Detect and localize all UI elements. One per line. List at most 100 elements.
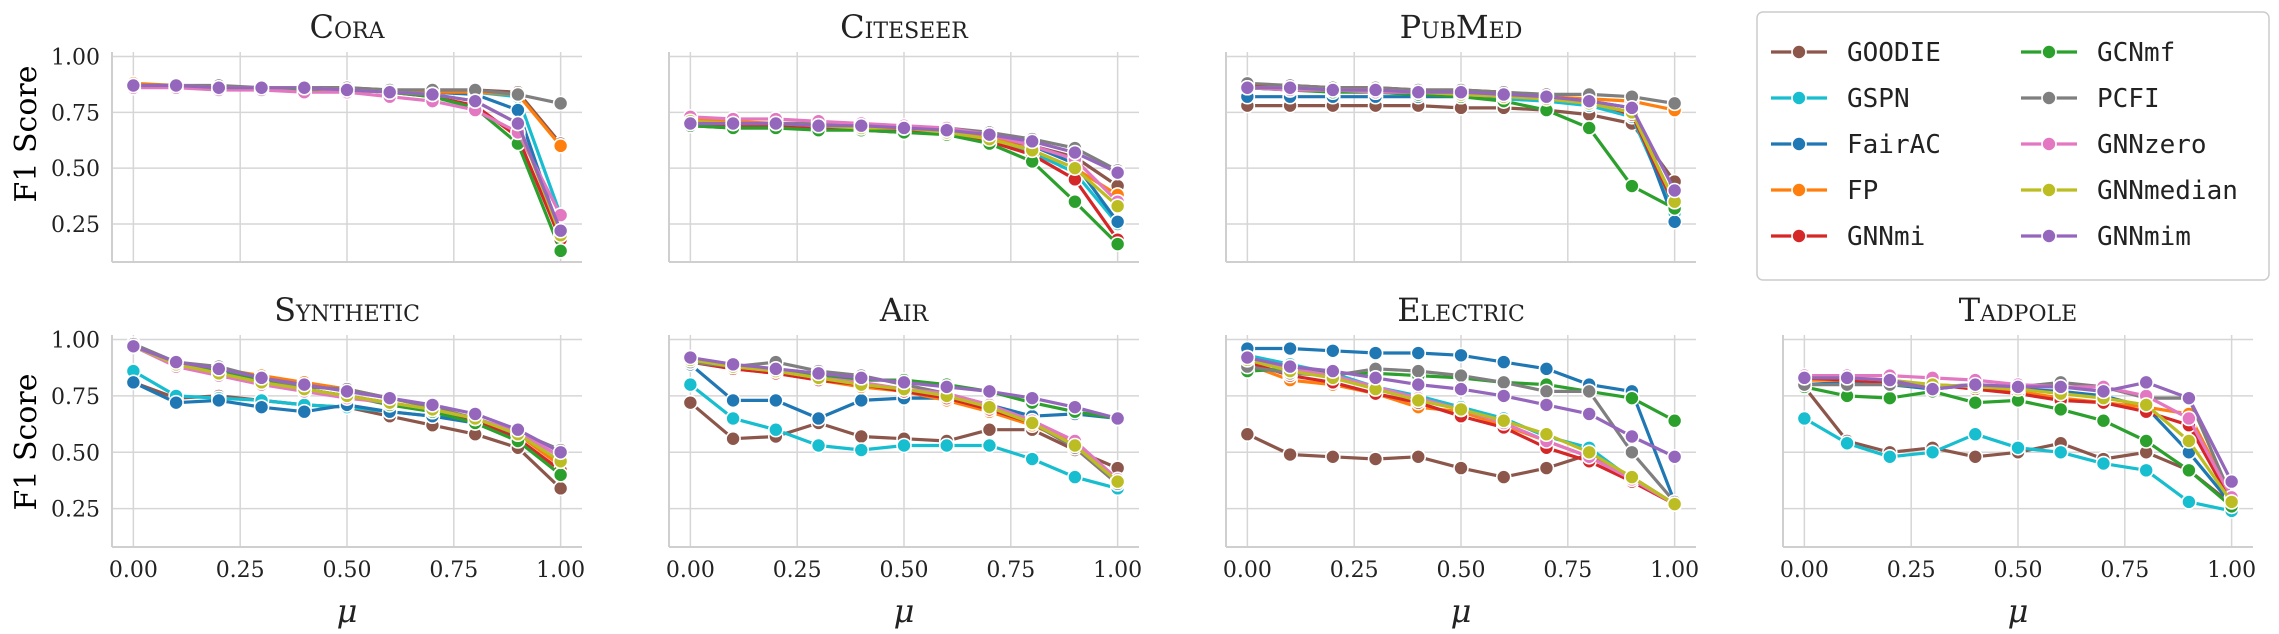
data-point	[1581, 120, 1597, 136]
panel-title: Tadpole	[1959, 291, 2077, 329]
data-point	[1967, 394, 1984, 411]
legend: GOODIE GSPN FairAC FP GNNmi GCNmf PCFI GNNzero G…	[1756, 11, 2270, 281]
x-tick-label: 1.00	[1650, 558, 1699, 583]
legend-label: GCNmf	[2097, 38, 2175, 68]
legend-label: GSPN	[1847, 84, 1910, 114]
data-point	[1109, 213, 1126, 230]
data-point	[1624, 428, 1640, 445]
y-axis-label-bottom: F1 Score	[9, 374, 44, 511]
data-point	[211, 361, 227, 377]
data-point	[1067, 399, 1083, 415]
data-point	[510, 115, 526, 132]
data-point	[1666, 95, 1683, 112]
panel-title: Synthetic	[274, 291, 420, 329]
data-point	[853, 392, 870, 409]
panel-air: Air 0.00 0.25 0.50 0.75 1.00 μ	[666, 291, 1142, 630]
data-point	[938, 437, 955, 454]
data-point	[1367, 370, 1384, 386]
data-point	[2181, 494, 2197, 510]
data-point	[1453, 401, 1469, 418]
data-point	[1495, 469, 1512, 485]
data-point	[339, 82, 355, 98]
data-point	[1495, 86, 1512, 103]
data-point	[2138, 433, 2154, 449]
data-point	[552, 95, 569, 112]
data-point	[725, 356, 741, 373]
data-point	[1367, 82, 1384, 98]
panel-tadpole: Tadpole 0.00 0.25 0.50 0.75 1.00 μ	[1780, 291, 2256, 630]
data-point	[1839, 370, 1855, 386]
data-point	[1410, 448, 1427, 465]
data-point	[1666, 182, 1683, 199]
data-point	[1109, 410, 1126, 427]
legend-entry-gnnzero: GNNzero	[2021, 130, 2207, 160]
data-point	[1538, 397, 1555, 413]
data-point	[1666, 448, 1683, 465]
legend-label: GNNmedian	[2097, 176, 2238, 206]
data-point	[552, 444, 569, 461]
legend-entry-goodie: GOODIE	[1771, 38, 1941, 68]
data-point	[125, 77, 142, 94]
data-point	[1495, 412, 1512, 429]
data-point	[2223, 494, 2240, 510]
data-point	[2010, 439, 2026, 456]
data-point	[1239, 426, 1256, 443]
x-axis-label: μ	[894, 592, 915, 630]
x-tick-label: 0.50	[1437, 558, 1486, 583]
data-point	[1282, 79, 1298, 96]
data-point	[725, 115, 741, 132]
legend-label: GNNmi	[1847, 222, 1925, 252]
data-point	[1067, 160, 1083, 176]
x-axis-label: μ	[1451, 592, 1472, 630]
data-point	[552, 467, 569, 483]
data-point	[1410, 345, 1427, 361]
data-point	[981, 421, 998, 438]
data-point	[2181, 462, 2197, 479]
data-point	[510, 421, 526, 438]
x-tick-label: 1.00	[1093, 558, 1142, 583]
data-point	[1453, 381, 1469, 397]
data-point	[1067, 469, 1083, 485]
data-point	[853, 428, 870, 445]
data-point	[1666, 412, 1683, 429]
data-point	[682, 394, 699, 411]
data-point	[510, 102, 526, 118]
legend-label: GNNmim	[2097, 222, 2191, 252]
data-point	[2181, 390, 2197, 406]
data-point	[552, 138, 569, 154]
data-point	[1410, 376, 1427, 393]
data-point	[1282, 446, 1298, 463]
data-point	[1538, 383, 1555, 400]
data-point	[1282, 358, 1298, 375]
panels: Cora 0.25 0.50 0.75 1.00 Citeseer PubMed Synthe…	[51, 8, 2256, 630]
x-tick-label: 0.75	[1543, 558, 1592, 583]
panel-synthetic: Synthetic 0.25 0.50 0.75 1.00 0.00 0.25 0.50 0.7…	[51, 291, 585, 630]
panel-title: Electric	[1397, 291, 1525, 329]
legend-entry-pcfi: PCFI	[2021, 84, 2160, 114]
x-tick-label: 0.25	[1887, 558, 1936, 583]
series-gnnmim	[1796, 370, 2240, 490]
data-point	[1624, 100, 1640, 116]
x-tick-label: 0.75	[986, 558, 1035, 583]
data-point	[810, 117, 827, 134]
data-point	[339, 383, 355, 400]
data-point	[1624, 469, 1640, 485]
data-point	[467, 93, 483, 109]
data-point	[981, 126, 998, 143]
data-point	[853, 442, 870, 458]
data-point	[1325, 448, 1341, 465]
data-point	[2181, 410, 2197, 427]
x-tick-label: 0.00	[1223, 558, 1272, 583]
y-tick-label: 0.50	[51, 157, 100, 182]
panel-title: PubMed	[1400, 8, 1523, 46]
panel-pubmed: PubMed	[1225, 8, 1696, 263]
legend-swatch-marker	[1791, 136, 1807, 152]
data-point	[2223, 473, 2240, 490]
data-point	[1109, 473, 1126, 490]
panel-electric: Electric 0.00 0.25 0.50 0.75 1.00 μ	[1223, 291, 1699, 630]
data-point	[1624, 390, 1640, 406]
data-point	[2095, 412, 2112, 429]
x-tick-label: 0.00	[666, 558, 715, 583]
legend-entry-fp: FP	[1771, 176, 1878, 206]
